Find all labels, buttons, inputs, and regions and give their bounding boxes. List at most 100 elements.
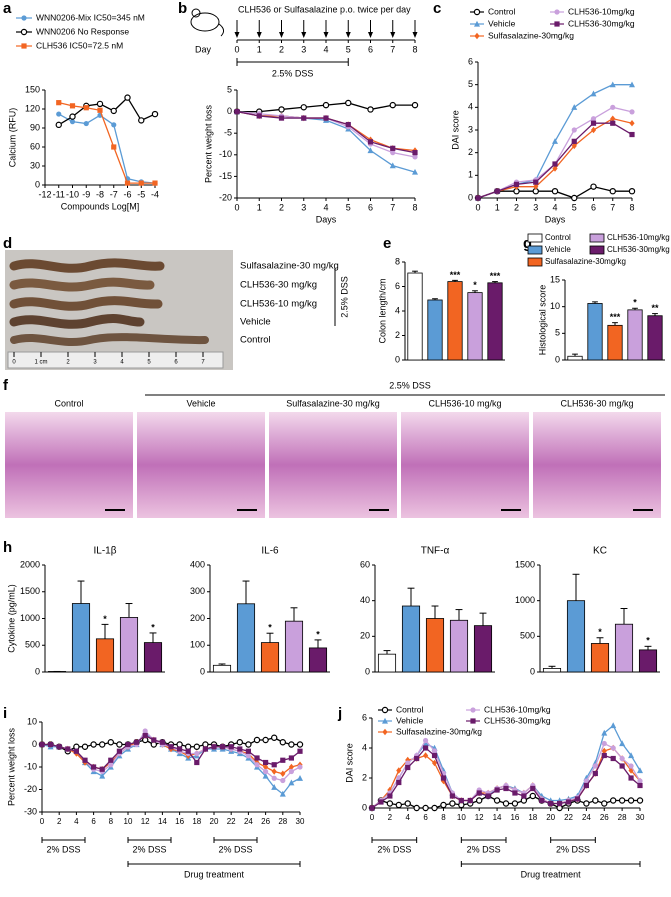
- marker: [628, 763, 634, 769]
- marker: [108, 762, 114, 768]
- series-line: [58, 113, 156, 184]
- x-tick-label: 4: [323, 202, 328, 212]
- column-title: Control: [54, 398, 83, 408]
- x-tick-label: 26: [600, 813, 609, 822]
- x-tick-label: 0: [234, 202, 239, 212]
- marker: [322, 101, 330, 109]
- marker: [627, 797, 635, 804]
- panel-label: a: [3, 0, 12, 17]
- chart-title: KC: [593, 546, 607, 557]
- marker: [288, 768, 294, 775]
- column-title: Vehicle: [186, 398, 215, 408]
- legend-label: CLH536-10mg/kg: [484, 704, 551, 714]
- x-tick-label: 30: [296, 817, 305, 826]
- legend-swatch: [527, 245, 543, 255]
- y-tick-label: 5: [227, 84, 232, 94]
- legend-label: Vehicle: [488, 18, 516, 28]
- marker: [628, 187, 636, 195]
- marker: [253, 736, 261, 744]
- marker: [610, 104, 616, 110]
- marker: [99, 766, 105, 772]
- marker: [412, 154, 418, 160]
- y-tick-label: 100: [190, 640, 205, 650]
- y-tick-label: 5: [555, 328, 560, 338]
- marker: [502, 800, 510, 807]
- marker: [530, 785, 536, 792]
- marker: [601, 729, 608, 736]
- legend-label: CLH536-30mg/kg: [568, 18, 635, 28]
- y-tick-label: -10: [24, 761, 37, 771]
- marker: [99, 772, 106, 779]
- marker: [494, 188, 500, 194]
- bar: [647, 315, 663, 361]
- marker: [367, 147, 374, 154]
- y-tick-label: 2: [362, 772, 367, 782]
- y-axis-label: Cytokine (pg/mL): [6, 584, 16, 653]
- marker: [288, 741, 295, 748]
- significance-label: ***: [490, 271, 501, 281]
- y-tick-label: 0: [35, 666, 40, 676]
- legend-swatch: [527, 257, 543, 267]
- marker: [592, 763, 598, 769]
- x-tick-label: 1: [257, 202, 262, 212]
- dss-label: 2% DSS: [46, 844, 80, 854]
- y-tick-label: 0: [362, 802, 367, 812]
- marker: [474, 20, 480, 27]
- marker: [367, 106, 374, 113]
- x-tick-label: 5: [572, 202, 577, 212]
- x-tick-label: 3: [533, 202, 538, 212]
- bar: [487, 282, 503, 361]
- x-tick-label: 20: [546, 813, 555, 822]
- marker: [107, 739, 115, 746]
- chart-title: TNF-α: [421, 546, 450, 557]
- marker: [601, 800, 608, 807]
- x-tick-label: 8: [109, 817, 114, 826]
- marker: [503, 785, 509, 792]
- panel-label: j: [337, 705, 342, 722]
- x-tick-label: 0: [370, 813, 375, 822]
- y-tick-label: 1500: [515, 559, 535, 569]
- marker: [411, 101, 419, 109]
- y-tick-label: 15: [550, 274, 560, 284]
- legend-label: Sulfasalazine-30mg/kg: [396, 726, 482, 736]
- significance-label: *: [473, 280, 477, 290]
- schedule-label: CLH536 or Sulfasalazine p.o. twice per d…: [238, 4, 411, 14]
- histology-image: [269, 412, 397, 518]
- x-tick-label: 2: [279, 202, 284, 212]
- x-tick-label: 28: [278, 817, 287, 826]
- marker: [279, 790, 286, 797]
- bar: [143, 642, 163, 673]
- marker: [552, 165, 558, 172]
- y-tick-label: 1: [468, 170, 473, 180]
- marker: [405, 764, 411, 771]
- bar: [95, 638, 115, 673]
- marker: [262, 736, 269, 744]
- bar: [71, 603, 91, 673]
- y-tick-label: -20: [219, 192, 232, 202]
- significance-label: *: [316, 629, 320, 639]
- marker: [610, 120, 616, 126]
- marker: [610, 722, 617, 729]
- marker: [48, 741, 54, 748]
- marker: [449, 793, 455, 799]
- marker: [637, 778, 643, 784]
- x-tick-label: -8: [96, 189, 104, 199]
- y-tick-label: 2: [395, 330, 400, 340]
- y-tick-label: 4: [362, 742, 367, 752]
- marker: [96, 100, 104, 108]
- y-tick-label: 6: [362, 712, 367, 722]
- x-tick-label: 18: [192, 817, 201, 826]
- marker: [609, 81, 616, 88]
- ruler: [7, 351, 224, 369]
- marker: [263, 759, 269, 766]
- marker: [382, 717, 388, 724]
- marker: [590, 126, 597, 134]
- legend-label: CLH536-10mg/kg: [607, 233, 670, 242]
- x-tick-label: 14: [158, 817, 167, 826]
- marker: [431, 748, 438, 754]
- marker: [124, 180, 131, 186]
- x-tick-label: 0: [475, 202, 480, 212]
- marker: [423, 737, 429, 744]
- panel-label: g: [523, 235, 532, 252]
- colon: [9, 277, 155, 292]
